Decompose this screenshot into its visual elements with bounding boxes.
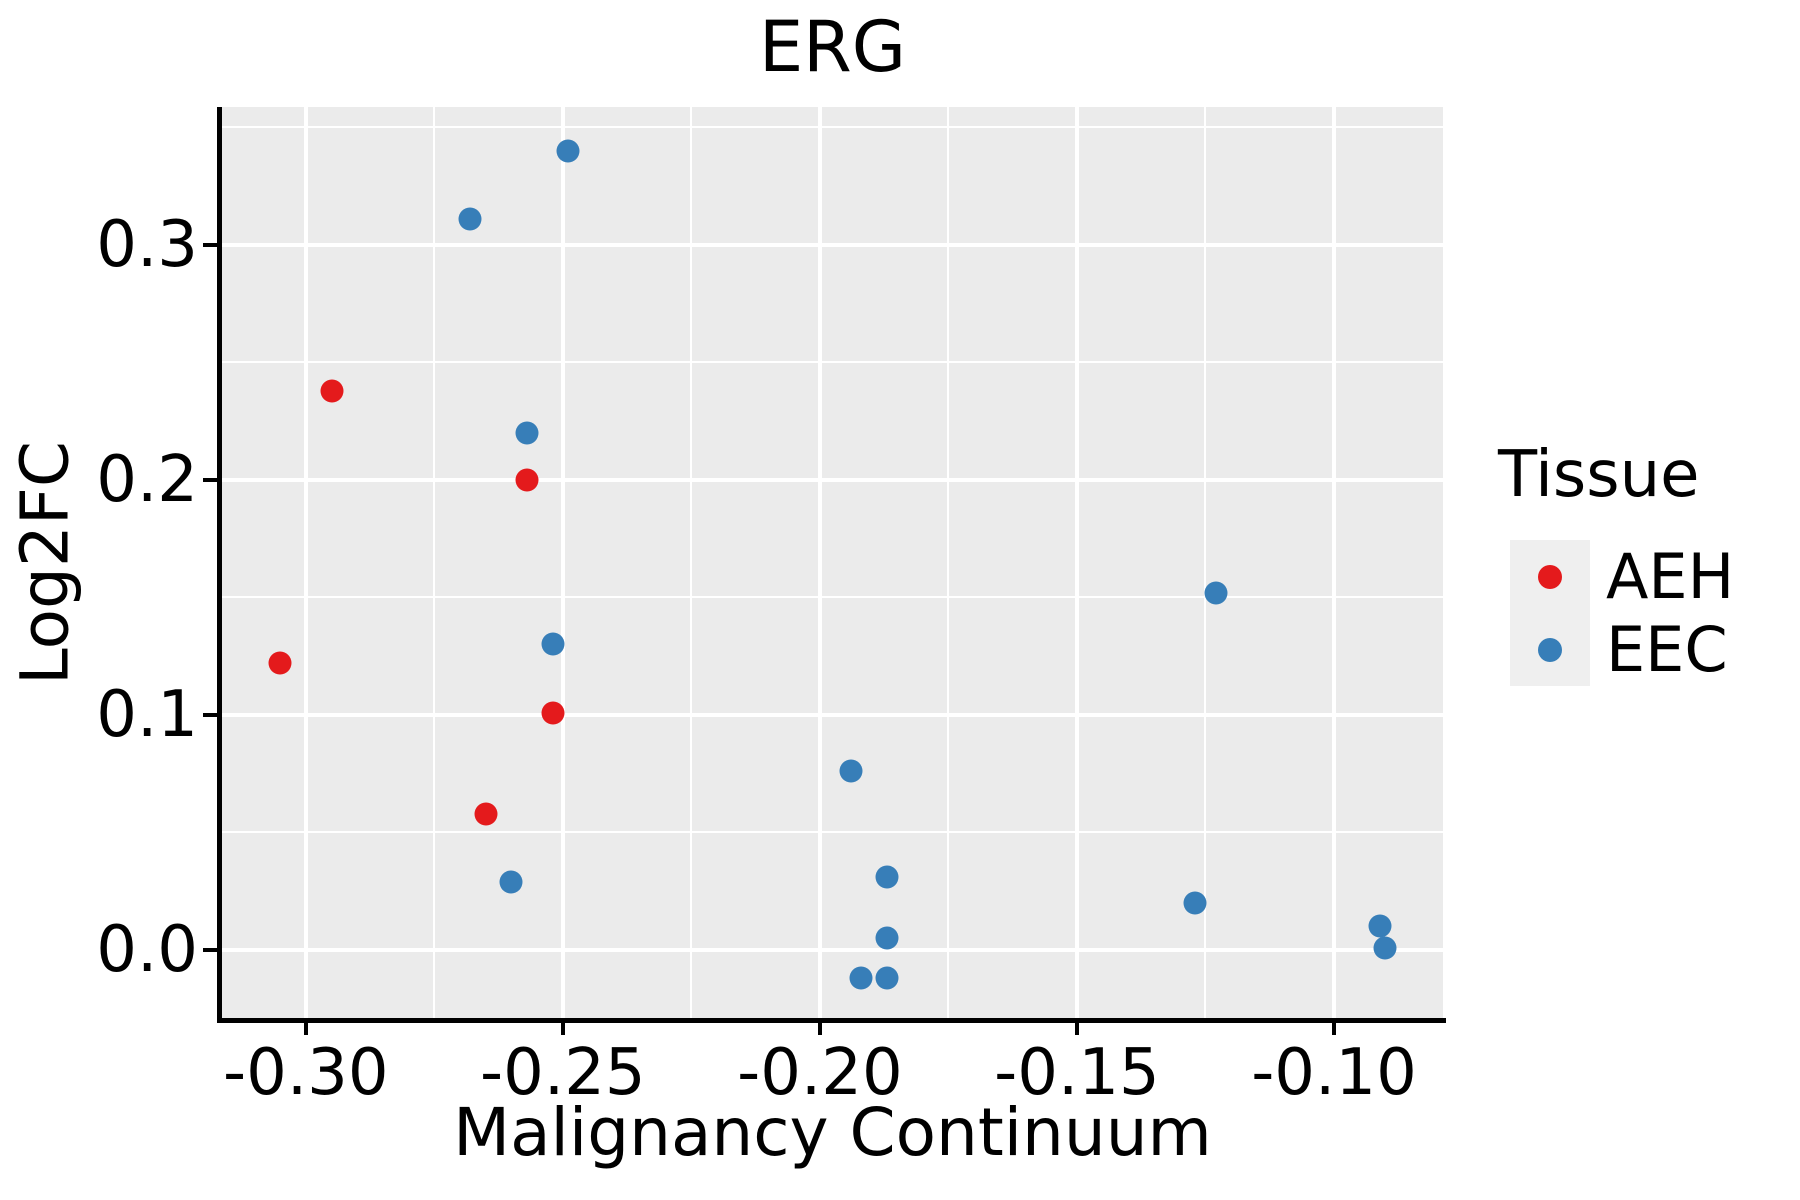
data-point-eec [515, 421, 539, 445]
data-point-eec [541, 632, 565, 656]
legend-key-eec [1510, 613, 1590, 686]
x-tick-mark [303, 1023, 308, 1035]
gridline-y-major [222, 242, 1443, 247]
data-point-eec [1373, 936, 1397, 960]
gridline-y-major [222, 477, 1443, 482]
gridline-y-minor [222, 831, 1443, 834]
data-point-eec [556, 139, 580, 163]
x-tick-mark [560, 1023, 565, 1035]
x-tick-mark [1332, 1023, 1336, 1035]
data-point-eec [849, 966, 873, 990]
gridline-y-major [222, 712, 1443, 717]
gridline-x-major [1332, 107, 1336, 1020]
y-tick-mark [203, 947, 217, 952]
x-tick-label: -0.25 [480, 1036, 646, 1110]
eec-dot-icon [1538, 637, 1562, 662]
gridline-y-minor [222, 596, 1443, 599]
chart-title: ERG [758, 6, 907, 88]
data-point-eec [1368, 914, 1392, 938]
data-point-aeh [515, 468, 539, 492]
gridline-x-major [1074, 107, 1079, 1020]
data-point-eec [839, 759, 863, 783]
y-tick-mark [203, 242, 217, 247]
data-point-aeh [474, 802, 498, 826]
gridline-x-minor [1204, 107, 1207, 1020]
x-tick-mark [817, 1023, 822, 1035]
gridline-x-minor [690, 107, 693, 1020]
y-tick-mark [203, 712, 217, 717]
gridline-y-major [222, 947, 1443, 952]
plot-panel [222, 107, 1443, 1020]
x-tick-mark [1074, 1023, 1079, 1035]
data-point-aeh [268, 651, 292, 675]
y-tick-label: 0.1 [96, 677, 198, 752]
data-point-eec [1183, 891, 1207, 915]
legend-title: Tissue [1498, 438, 1700, 512]
data-point-eec [875, 865, 899, 889]
x-tick-label: -0.15 [994, 1036, 1160, 1110]
gridline-x-major [817, 107, 822, 1020]
x-axis-spine [217, 1018, 1446, 1023]
y-axis-spine [217, 107, 222, 1023]
gridline-x-minor [433, 107, 436, 1020]
data-point-aeh [320, 379, 343, 403]
data-point-eec [1204, 581, 1228, 605]
y-tick-label: 0.3 [96, 207, 198, 282]
legend-label-aeh: AEH [1606, 540, 1735, 613]
data-point-eec [875, 966, 899, 990]
legend-label-eec: EEC [1606, 613, 1728, 686]
x-tick-label: -0.20 [737, 1036, 903, 1110]
y-tick-mark [203, 477, 217, 482]
x-axis-title: Malignancy Continuum [453, 1094, 1212, 1171]
data-point-eec [458, 207, 482, 231]
legend-key-aeh [1510, 540, 1590, 613]
x-tick-label: -0.10 [1251, 1036, 1417, 1110]
gridline-y-minor [222, 126, 1443, 129]
y-axis-title: Log2FC [6, 441, 84, 685]
y-tick-label: 0.0 [96, 912, 198, 987]
data-point-eec [875, 926, 899, 950]
aeh-dot-icon [1538, 564, 1562, 589]
gridline-x-major [303, 107, 308, 1020]
gridline-x-major [560, 107, 565, 1020]
data-point-aeh [541, 701, 565, 725]
gridline-y-minor [222, 361, 1443, 364]
y-tick-label: 0.2 [96, 442, 198, 517]
x-tick-label: -0.30 [223, 1036, 389, 1110]
data-point-eec [499, 870, 523, 894]
gridline-x-minor [947, 107, 950, 1020]
